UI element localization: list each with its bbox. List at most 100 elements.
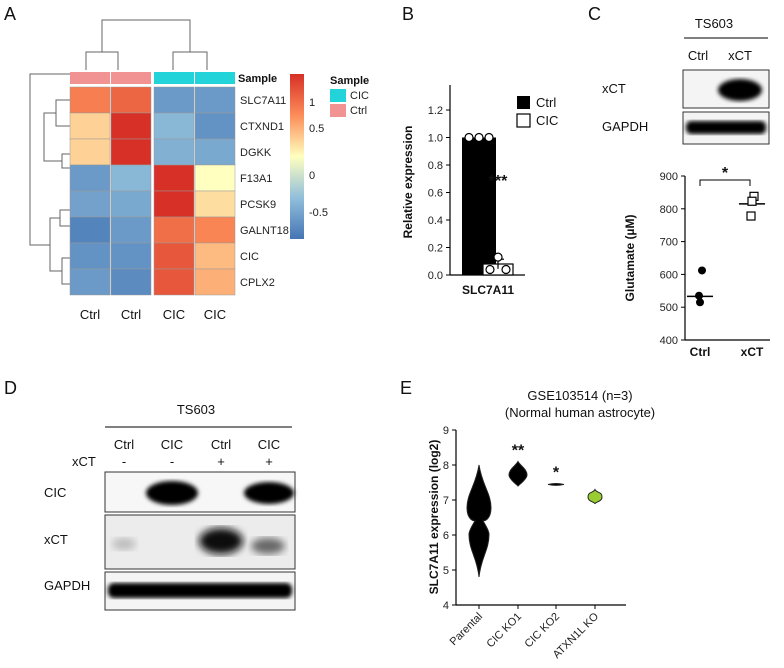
western-d-xct-band-4 [251,538,285,554]
heatmap-cell [110,138,152,166]
scatter-x-tick-xct: xCT [741,345,764,359]
bar-point-cic [501,264,511,275]
colorbar-tick-label: -0.5 [309,207,328,219]
heatmap-column-label: CIC [204,307,226,322]
western-d-row-gapdh: GAPDH [44,578,90,593]
legend-swatch-ctrl [330,104,346,117]
heatmap-cell [69,268,111,296]
bar-y-tick-label: 0.4 [428,215,443,227]
heatmap-row-labels: SLC7A11 CTXND1 DGKK F13A1 PCSK9 GALNT18 CIC CPL… [240,95,289,289]
scatter-marks [687,191,765,307]
sample-bar-label: Sample [238,73,277,85]
bar-y-tick-label: 1.2 [428,105,443,117]
bar-point-ctrl [484,132,494,143]
bar-y-label: Relative expression [401,126,415,239]
heatmap-cell [110,268,152,296]
western-d-xct-label: xCT [72,454,96,469]
heatmap-cell [194,190,236,218]
heatmap-row-label: PCSK9 [240,199,276,211]
scatter-y-tick-label: 900 [660,171,678,183]
legend-title: Sample [330,75,369,87]
heatmap-row-label: SLC7A11 [240,95,286,107]
bar-y-tick-label: 1.0 [428,133,443,145]
violin-chart-panel: GSE103514 (n=3) (Normal human astrocyte)… [427,388,655,661]
heatmap-cell [110,164,152,192]
western-d-xct-status: + [217,454,225,469]
western-d-lane-label: CIC [161,437,183,452]
bar-point-ctrl [474,132,484,143]
western-d-lane-labels: Ctrl - CIC - Ctrl + CIC + [114,437,280,469]
scatter-y-tick-label: 600 [660,269,678,281]
bar-legend-swatch-cic [516,113,531,128]
western-c-row-xct: xCT [602,81,626,96]
colorbar-tick-label: 0.5 [309,123,324,135]
western-c-xct-band [718,79,762,101]
heatmap-cell [69,138,111,166]
western-blot-d: TS603 Ctrl - CIC - Ctrl + CIC + xCT CIC xCT GAP… [44,402,296,611]
violin-y-tick-label: 5 [443,565,449,577]
western-c-lane-2: xCT [728,48,752,63]
panel-label-e: E [400,378,412,398]
western-c-lane-1: Ctrl [688,48,708,63]
western-d-row-xct: xCT [44,532,68,547]
heatmap-cell [194,268,236,296]
violin-y-tick-label: 4 [443,600,449,612]
heatmap-cell [153,268,195,296]
heatmap-cell [153,190,195,218]
scatter-point-ctrl [698,266,706,275]
scatter-y-ticks: 400 500 600 700 800 900 [660,171,685,347]
row-dendrogram [29,73,70,285]
western-d-xct-status: - [122,454,126,469]
violin-x-tick-label: CIC KO2 [523,611,563,651]
western-d-xct-status: - [170,454,174,469]
scatter-significance-bracket [699,179,751,186]
sample-bar-cic-2 [195,72,235,84]
western-d-lane-label: Ctrl [211,437,231,452]
heatmap-cell [110,112,152,140]
heatmap-cell [153,164,195,192]
violin-y-tick-label: 6 [443,530,449,542]
western-blot-c: TS603 Ctrl xCT xCT GAPDH [602,16,770,145]
sample-bar-ctrl-1 [70,72,110,84]
legend-swatch-cic [330,89,346,102]
western-c-gapdh-band [686,121,766,134]
bar-legend-swatch-ctrl [517,96,530,109]
heatmap-cell [194,86,236,114]
bar-y-ticks: 0.0 0.2 0.4 0.6 0.8 1.0 1.2 [428,105,450,282]
western-d-xct-band-3 [199,528,243,554]
violin-title-2: (Normal human astrocyte) [505,405,655,420]
scatter-y-tick-label: 700 [660,237,678,249]
heatmap-cell [110,242,152,270]
violin-y-label: SLC7A11 expression (log2) [427,440,441,595]
bar-y-tick-label: 0.8 [428,160,443,172]
bar-marks [462,132,514,276]
heatmap-row-label: CTXND1 [240,121,284,133]
western-c-row-gapdh: GAPDH [602,119,648,134]
western-d-xct-band-1 [112,538,136,550]
heatmap-column-label: Ctrl [80,307,100,322]
western-d-cell-line: TS603 [177,402,215,417]
bar-significance: *** [489,173,508,190]
heatmap-row-label: DGKK [240,147,272,159]
heatmap-cell [153,138,195,166]
panel-label-c: C [588,4,601,24]
violin-title-1: GSE103514 (n=3) [527,388,632,403]
violin-x-tick-label: Parental [448,611,485,648]
scatter-point-ctrl [695,291,703,300]
scatter-point-xct [747,196,757,206]
colorbar [290,74,304,239]
western-d-gapdh-band [108,583,292,598]
violin-significance: ** [512,443,525,460]
heatmap-row-label: CPLX2 [240,277,275,289]
heatmap-cell [69,112,111,140]
bar-ctrl [462,137,496,275]
scatter-point-ctrl [696,298,704,307]
heatmap-cell [69,86,111,114]
heatmap-cell [69,164,111,192]
western-d-lane-label: Ctrl [114,437,134,452]
violin-shape [547,482,565,486]
bar-legend-cic: CIC [536,113,558,128]
heatmap-row-label: GALNT18 [240,225,289,237]
heatmap-cell [153,216,195,244]
sample-bar-cic-1 [154,72,194,84]
